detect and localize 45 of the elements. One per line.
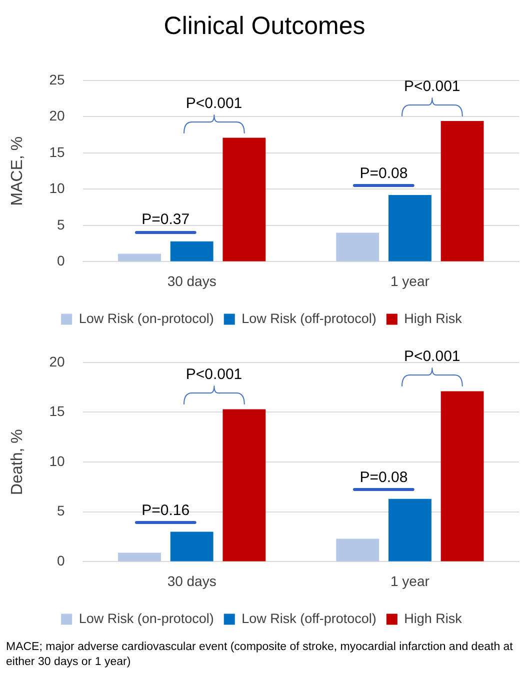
annotation: P=0.37: [142, 211, 190, 228]
legend-label: Low Risk (on-protocol): [78, 310, 214, 326]
bar: [118, 254, 161, 262]
y-tick-label: 10: [49, 180, 65, 196]
bar: [118, 552, 161, 562]
y-axis-title: Death, %: [9, 429, 26, 495]
x-tick-label: 1 year: [390, 272, 430, 289]
annotation: P=0.08: [360, 468, 408, 486]
bar: [170, 241, 214, 262]
legend-label: Low Risk (off-protocol): [242, 310, 376, 326]
legend-label: High Risk: [404, 610, 462, 626]
chart-title: Clinical Outcomes: [162, 11, 366, 42]
bar: [440, 121, 484, 262]
bar: [440, 391, 484, 562]
y-tick-label: 25: [49, 71, 65, 88]
y-axis-title: MACE, %: [9, 136, 26, 206]
legend-label: High Risk: [404, 310, 462, 326]
bar: [170, 532, 214, 562]
bar: [222, 409, 266, 562]
annotation: P<0.001: [404, 78, 460, 95]
y-tick-label: 5: [56, 502, 65, 519]
y-tick-label: 20: [49, 353, 65, 370]
y-tick-label: 15: [49, 144, 65, 160]
x-tick-label: 1 year: [390, 572, 430, 589]
annotation: P<0.001: [186, 366, 242, 384]
x-tick-label: 30 days: [167, 272, 216, 289]
y-tick-label: 10: [49, 452, 65, 469]
bar: [222, 138, 266, 262]
annotation: P<0.001: [404, 348, 460, 366]
legend-label: Low Risk (off-protocol): [242, 610, 376, 626]
annotation: P=0.08: [360, 164, 408, 182]
x-tick-label: 30 days: [167, 572, 216, 589]
annotation: P<0.001: [186, 94, 242, 112]
bar: [336, 232, 380, 262]
text: MACE; major adverse cardiovascular event (composite of stroke, myocardial infarction and death at either 30 days or 1 year): [5, 640, 514, 670]
annotation: P=0.16: [142, 502, 190, 519]
bar: [336, 538, 380, 562]
y-tick-label: 15: [49, 403, 65, 420]
y-tick-label: 0: [56, 552, 65, 569]
y-tick-label: 0: [56, 252, 65, 269]
bar: [388, 498, 432, 562]
y-tick-label: 5: [56, 216, 65, 232]
bar: [388, 194, 432, 262]
legend-label: Low Risk (on-protocol): [78, 610, 214, 626]
y-tick-label: 20: [49, 108, 65, 124]
